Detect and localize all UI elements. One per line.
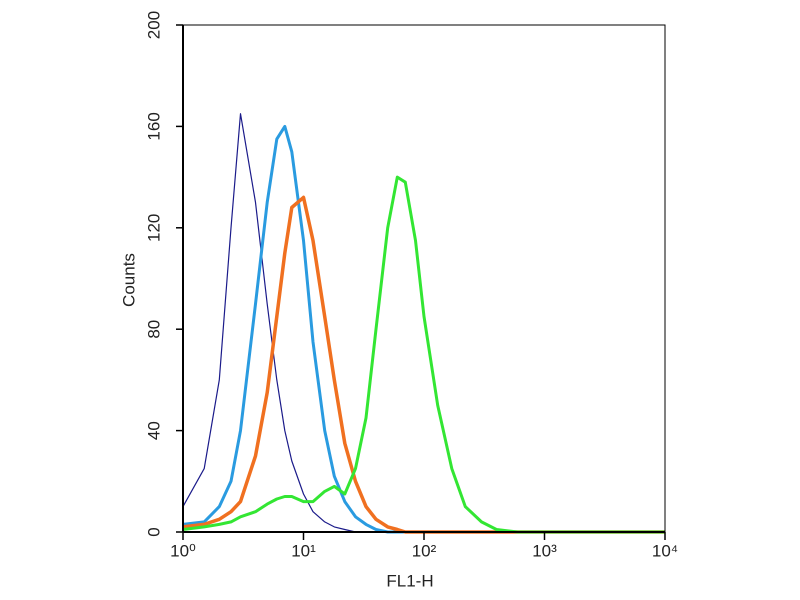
y-axis-label: Counts xyxy=(119,253,138,307)
y-tick-label: 0 xyxy=(144,527,163,536)
x-tick-label: 10³ xyxy=(532,541,557,560)
x-axis-label: FL1-H xyxy=(386,571,433,590)
x-tick-label: 10⁴ xyxy=(652,541,678,560)
histogram-line xyxy=(182,175,665,534)
x-tick-label: 10⁰ xyxy=(170,541,196,560)
y-tick-label: 40 xyxy=(144,421,163,440)
x-tick-label: 10¹ xyxy=(291,541,316,560)
y-tick-label: 160 xyxy=(144,112,163,140)
x-tick-label: 10² xyxy=(412,541,437,560)
y-tick-label: 120 xyxy=(144,214,163,242)
y-tick-label: 200 xyxy=(144,11,163,39)
y-tick-label: 80 xyxy=(144,320,163,339)
